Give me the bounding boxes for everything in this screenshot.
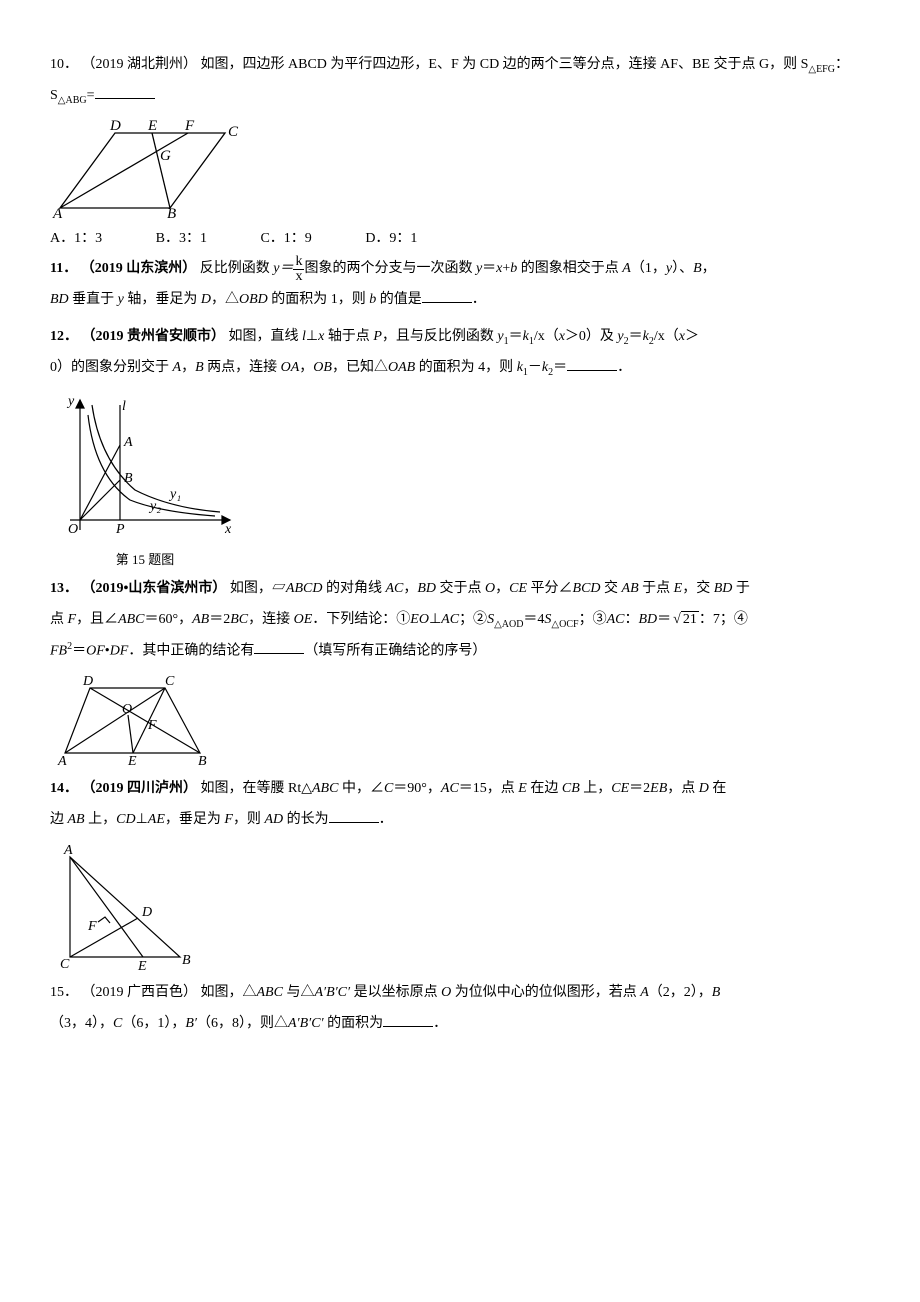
q10-figure: D E F C A B G xyxy=(50,118,250,218)
svg-text:O: O xyxy=(68,522,78,537)
svg-text:l: l xyxy=(122,399,126,414)
question-12: 12． （2019 贵州省安顺市） 如图，直线 l⊥x 轴于点 P，且与反比例函… xyxy=(50,322,870,384)
label-B: B xyxy=(167,206,176,218)
svg-text:y₁: y₁ xyxy=(168,487,181,502)
svg-text:P: P xyxy=(115,522,125,537)
q10-options: A．1：3 B．3：1 C．1：9 D．9：1 xyxy=(50,224,870,255)
svg-text:B: B xyxy=(182,953,191,968)
q10-text3: = xyxy=(87,88,95,103)
q14-figure: A C E B D F xyxy=(50,842,210,972)
opt-D: D．9：1 xyxy=(365,231,417,246)
q11-num: 11． xyxy=(50,261,77,276)
q13-blank xyxy=(254,639,304,654)
q13-figure: D C A E B O F xyxy=(50,673,230,768)
svg-text:y: y xyxy=(66,394,75,409)
label-A: A xyxy=(52,206,63,218)
svg-text:y₂: y₂ xyxy=(148,499,161,514)
svg-text:A: A xyxy=(123,435,133,450)
question-13: 13． （2019•山东省滨州市） 如图，▱ABCD 的对角线 AC，BD 交于… xyxy=(50,574,870,667)
label-E: E xyxy=(147,118,157,134)
q10-text1: 如图，四边形 ABCD 为平行四边形，E、F 为 CD 边的两个三等分点，连接 … xyxy=(201,57,809,72)
svg-text:D: D xyxy=(82,674,93,689)
svg-text:x: x xyxy=(224,522,232,537)
svg-text:C: C xyxy=(165,674,175,689)
q15-blank xyxy=(383,1012,433,1027)
question-10: 10． （2019 湖北荆州） 如图，四边形 ABCD 为平行四边形，E、F 为… xyxy=(50,50,870,112)
label-F: F xyxy=(184,118,195,134)
svg-text:C: C xyxy=(60,957,70,972)
svg-text:F: F xyxy=(87,919,97,934)
svg-text:A: A xyxy=(57,754,67,768)
label-G: G xyxy=(160,148,171,164)
q14-blank xyxy=(329,808,379,823)
opt-A: A．1：3 xyxy=(50,231,102,246)
q11-y: y＝ xyxy=(273,261,293,276)
label-C: C xyxy=(228,124,239,140)
svg-text:B: B xyxy=(124,471,133,486)
q12-caption: 第 15 题图 xyxy=(50,546,240,575)
q10-sub2: △ABG xyxy=(58,95,87,106)
q11-t2: 图象的两个分支与一次函数 xyxy=(304,261,476,276)
q12-src: （2019 贵州省安顺市） xyxy=(82,329,229,344)
q11-t1: 反比例函数 xyxy=(200,261,274,276)
q11-src: （2019 山东滨州） xyxy=(81,261,197,276)
sqrt-icon: 21 xyxy=(671,605,699,636)
q12-figure: y l A B y₁ y₂ O P x xyxy=(50,390,240,540)
svg-text:B: B xyxy=(198,754,207,768)
q10-blank xyxy=(95,84,155,99)
q10-num: 10． xyxy=(50,57,78,72)
q10-src: （2019 湖北荆州） xyxy=(82,57,198,72)
opt-B: B．3：1 xyxy=(156,231,207,246)
svg-text:F: F xyxy=(147,718,157,733)
question-14: 14． （2019 四川泸州） 如图，在等腰 Rt△ABC 中，∠C＝90°，A… xyxy=(50,774,870,836)
q10-sub1: △EFG xyxy=(808,64,835,75)
label-D: D xyxy=(109,118,121,134)
opt-C: C．1：9 xyxy=(260,231,311,246)
q11-frac: kx xyxy=(293,255,304,284)
question-15: 15． （2019 广西百色） 如图，△ABC 与△A′B′C′ 是以坐标原点 … xyxy=(50,978,870,1040)
svg-text:E: E xyxy=(137,959,147,972)
question-11: 11． （2019 山东滨州） 反比例函数 y＝kx图象的两个分支与一次函数 y… xyxy=(50,254,870,316)
svg-text:A: A xyxy=(63,843,73,858)
svg-text:D: D xyxy=(141,905,152,920)
svg-text:O: O xyxy=(122,702,132,717)
q12-num: 12． xyxy=(50,329,78,344)
svg-text:E: E xyxy=(127,754,137,768)
q11-blank xyxy=(422,288,472,303)
q12-blank xyxy=(567,356,617,371)
